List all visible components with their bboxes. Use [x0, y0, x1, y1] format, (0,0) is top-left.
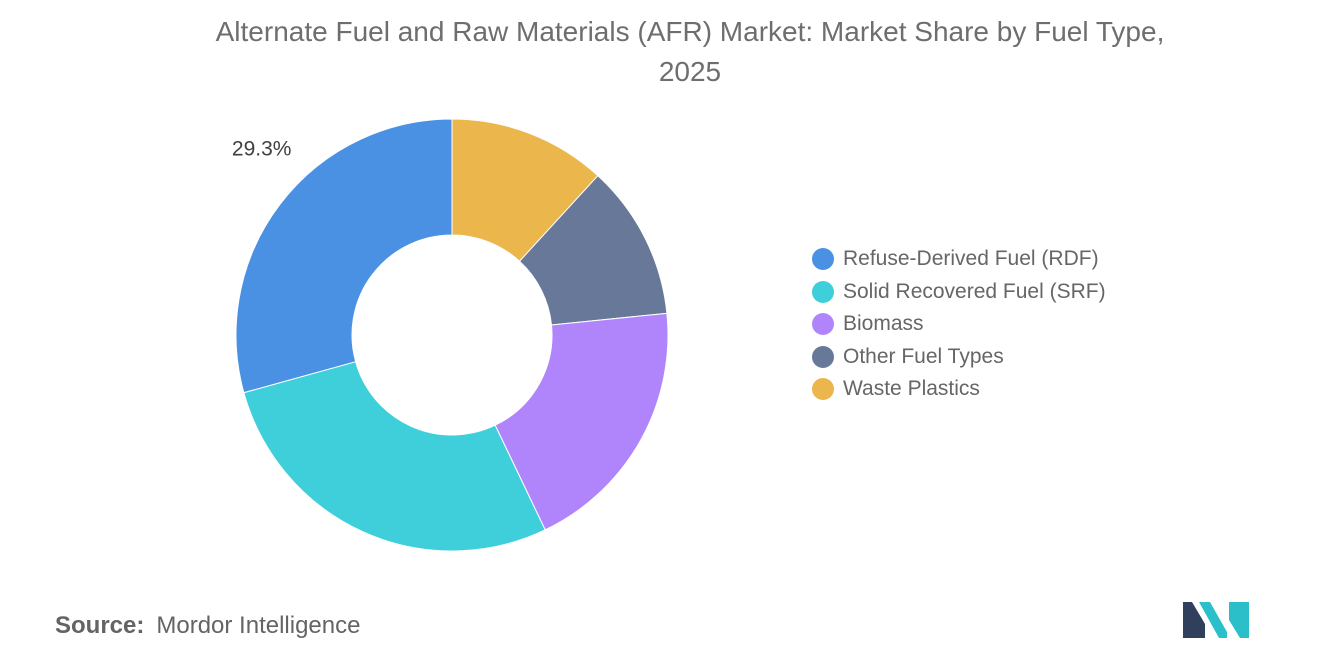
source-note: Source: Mordor Intelligence: [55, 612, 360, 640]
legend-label: Solid Recovered Fuel (SRF): [843, 279, 1106, 303]
donut-slices: [235, 118, 669, 552]
data-label-rdf: 29.3%: [232, 138, 292, 161]
legend-label: Biomass: [843, 312, 924, 336]
legend-item-refuse-derived-fuel-rdf: Refuse-Derived Fuel (RDF): [812, 243, 1106, 276]
legend-label: Refuse-Derived Fuel (RDF): [843, 247, 1099, 271]
legend-swatch: [812, 280, 834, 303]
chart-title-line-2: 2025: [658, 56, 722, 87]
legend-item-waste-plastics: Waste Plastics: [812, 373, 1106, 406]
logo-shape-left: [1183, 602, 1205, 638]
legend-swatch: [812, 345, 834, 368]
legend-item-solid-recovered-fuel-srf: Solid Recovered Fuel (SRF): [812, 276, 1106, 309]
chart-title-line-1: Alternate Fuel and Raw Materials (AFR) M…: [215, 16, 1165, 47]
slice-waste-plastics: [451, 118, 599, 262]
logo-shape-right: [1229, 602, 1249, 638]
chart-legend: Refuse-Derived Fuel (RDF) Solid Recovered…: [812, 243, 1106, 406]
legend-item-other-fuel-types: Other Fuel Types: [812, 341, 1106, 374]
slice-refuse-derived-fuel-rdf: [235, 118, 453, 394]
legend-swatch: [812, 248, 834, 271]
slice-solid-recovered-fuel-srf: [243, 361, 546, 552]
mordor-intelligence-logo-icon: [1183, 602, 1249, 638]
data-labels: 29.3%: [232, 138, 292, 161]
legend-swatch: [812, 378, 834, 401]
legend-item-biomass: Biomass: [812, 308, 1106, 341]
chart-title: Alternate Fuel and Raw Materials (AFR) M…: [0, 12, 1320, 92]
source-label: Source:: [55, 612, 145, 639]
legend-label: Waste Plastics: [843, 377, 980, 401]
slice-biomass: [494, 312, 669, 531]
legend-label: Other Fuel Types: [843, 344, 1004, 368]
logo-shape-mid: [1199, 602, 1227, 638]
source-value: Mordor Intelligence: [156, 612, 361, 639]
legend-swatch: [812, 313, 834, 336]
